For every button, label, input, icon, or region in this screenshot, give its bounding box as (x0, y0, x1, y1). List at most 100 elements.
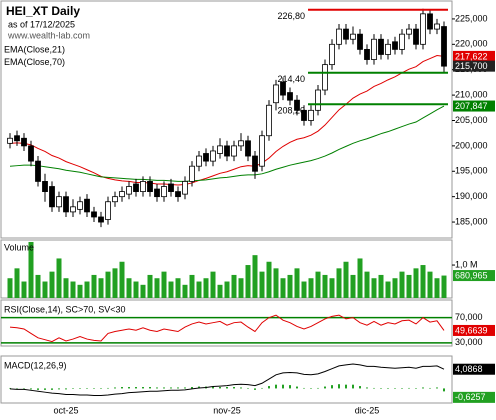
volume-bar (84, 281, 90, 298)
candle-body (56, 196, 62, 208)
indicator-line (9, 54, 445, 186)
candle-body (140, 181, 146, 192)
candle-body (224, 145, 230, 157)
candle-body (308, 109, 314, 121)
panel-frame (0, 355, 453, 404)
histogram-bar (247, 388, 249, 389)
candle-body (189, 165, 195, 182)
histogram-bar (436, 387, 438, 389)
volume-bar (28, 241, 34, 298)
histogram-bar (331, 385, 333, 389)
candle-body (231, 145, 237, 157)
candle-body (203, 153, 209, 162)
histogram-bar (58, 388, 60, 390)
candle-body (161, 186, 167, 198)
histogram-bar (177, 387, 179, 389)
histogram-bar (394, 388, 396, 389)
value-label: 207,847 (455, 101, 488, 111)
histogram-bar (352, 384, 354, 389)
volume-bar (91, 274, 97, 298)
histogram-bar (72, 388, 74, 389)
volume-bar (315, 271, 321, 298)
value-label: 4,0868 (455, 364, 483, 374)
candle-body (21, 137, 27, 147)
candle-body (119, 191, 125, 198)
x-tick-label: dic-25 (355, 405, 380, 415)
y-tick-label: 200,000 (455, 140, 488, 150)
volume-bar (56, 258, 62, 298)
histogram-bar (443, 388, 445, 392)
candle-body (217, 145, 223, 154)
volume-bar (42, 281, 48, 298)
y-tick-label: 30,000 (455, 337, 483, 347)
indicator-line (9, 363, 445, 396)
volume-bar (294, 268, 300, 298)
volume-bar (21, 281, 27, 298)
y-tick-label: 185,000 (455, 216, 488, 226)
volume-bar (280, 278, 286, 298)
x-tick-label: oct-25 (53, 405, 78, 415)
volume-bar (273, 268, 279, 298)
histogram-bar (135, 387, 137, 389)
histogram-bar (345, 384, 347, 389)
volume-bar (98, 278, 104, 298)
value-label: -0,6257 (455, 392, 486, 402)
value-box (453, 324, 495, 336)
volume-bar (154, 278, 160, 298)
candle-body (210, 150, 216, 162)
candle-body (294, 99, 300, 111)
histogram-bar (429, 387, 431, 389)
histogram-bar (240, 387, 242, 389)
histogram-bar (338, 384, 340, 389)
volume-bar (63, 278, 69, 298)
histogram-bar (149, 387, 151, 389)
volume-bar (259, 271, 265, 298)
volume-bar (350, 274, 356, 298)
volume-bar (378, 274, 384, 298)
histogram-bar (366, 387, 368, 389)
annotation: www.wealth-lab.com (7, 30, 90, 40)
volume-bar (371, 278, 377, 298)
histogram-bar (387, 388, 389, 389)
volume-bar (112, 268, 118, 298)
candle-body (406, 28, 412, 35)
histogram-bar (380, 388, 382, 389)
volume-bar (224, 281, 230, 298)
candle-body (70, 206, 76, 213)
volume-bar (357, 258, 363, 298)
volume-bar (189, 274, 195, 298)
histogram-bar (415, 388, 417, 389)
volume-bar (77, 284, 83, 298)
histogram-bar (44, 388, 46, 390)
y-tick-label: 70,000 (455, 312, 483, 322)
candle-body (322, 64, 328, 91)
level-label: 208,20 (277, 106, 305, 116)
histogram-bar (114, 387, 116, 389)
candle-body (168, 183, 174, 192)
candle-body (49, 186, 55, 208)
histogram-bar (163, 387, 165, 389)
volume-bar (406, 274, 412, 298)
volume-bar (119, 261, 125, 298)
candle-body (287, 92, 293, 101)
volume-bar (287, 274, 293, 298)
volume-bar (434, 278, 440, 298)
candle-body (105, 201, 111, 220)
histogram-bar (51, 388, 53, 390)
panel-title: Volume (4, 242, 34, 252)
candle-body (378, 38, 384, 55)
candle-body (357, 33, 363, 50)
legend-entry: EMA(Close,70) (4, 57, 65, 67)
histogram-bar (93, 388, 95, 389)
histogram-bar (79, 388, 81, 389)
y-tick-label: 225,000 (455, 13, 488, 23)
volume-bar (413, 268, 419, 298)
histogram-bar (156, 387, 158, 389)
y-tick-label: 210,000 (455, 89, 488, 99)
volume-bar (14, 268, 20, 298)
volume-bar (217, 284, 223, 298)
candle-body (84, 198, 90, 213)
histogram-bar (303, 387, 305, 389)
candle-body (441, 26, 447, 67)
histogram-bar (226, 387, 228, 389)
